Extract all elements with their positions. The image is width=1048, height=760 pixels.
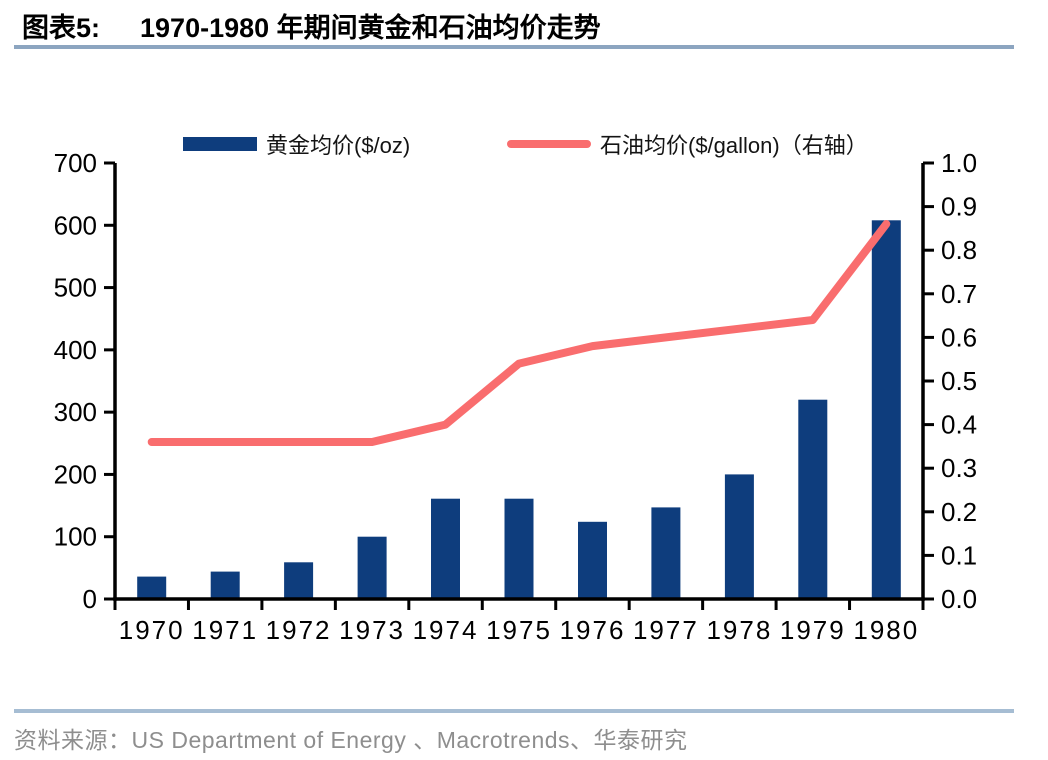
oil-price-line bbox=[147, 220, 891, 446]
left-axis-tick-label: 0 bbox=[83, 584, 97, 614]
right-axis-tick-label: 0.8 bbox=[941, 235, 977, 265]
gold-bar-1974 bbox=[431, 498, 460, 600]
x-axis-label-1972: 1972 bbox=[266, 615, 332, 645]
right-axis-tick-label: 0.4 bbox=[941, 410, 977, 440]
gold-series-swatch bbox=[183, 136, 257, 151]
x-axis-label-1971: 1971 bbox=[192, 615, 258, 645]
left-axis-tick-label: 400 bbox=[54, 335, 97, 365]
x-axis-label-1979: 1979 bbox=[780, 615, 846, 645]
gold-bar-1976 bbox=[578, 521, 607, 600]
x-axis-label-1978: 1978 bbox=[706, 615, 772, 645]
x-axis-label-1980: 1980 bbox=[853, 615, 919, 645]
gold-bar-1972 bbox=[284, 562, 314, 600]
gold-bar-1973 bbox=[357, 536, 387, 600]
gold-bar-1971 bbox=[210, 571, 240, 600]
left-axis-tick-label: 200 bbox=[54, 459, 97, 489]
x-axis-label-1976: 1976 bbox=[560, 615, 626, 645]
gold-bar-1970 bbox=[137, 576, 167, 600]
chart-header: 图表5: 1970-1980 年期间黄金和石油均价走势 bbox=[22, 6, 601, 45]
legend-item-gold: 黄金均价($/oz) bbox=[183, 130, 411, 158]
legend-item-oil: 石油均价($/gallon)（右轴） bbox=[507, 130, 868, 158]
right-axis-tick-label: 0.3 bbox=[941, 453, 977, 483]
right-axis-tick-label: 0.6 bbox=[941, 322, 977, 352]
gold-bar-1980 bbox=[871, 220, 901, 601]
footer-divider bbox=[14, 709, 1014, 713]
x-axis-label-1973: 1973 bbox=[339, 615, 405, 645]
right-axis-tick-label: 0.2 bbox=[941, 497, 977, 527]
gold-oil-combo-chart: 0 100 200 300 400 500 600 700 0.0 0.1 0.2 0.3 0.4 0.5… bbox=[54, 148, 978, 645]
source-note: 资料来源：US Department of Energy 、Macrotrend… bbox=[14, 727, 688, 753]
right-axis-tick-label: 0.1 bbox=[941, 540, 977, 570]
right-axis-tick-label: 1.0 bbox=[941, 148, 977, 178]
right-axis-tick-label: 0.0 bbox=[941, 584, 977, 614]
x-axis-label-1977: 1977 bbox=[633, 615, 699, 645]
gold-bar-1977 bbox=[651, 507, 681, 600]
gold-bar-1979 bbox=[798, 399, 828, 600]
left-axis-tick-label: 500 bbox=[54, 273, 97, 303]
oil-series-swatch bbox=[507, 139, 591, 148]
gold-bar-1975 bbox=[504, 498, 534, 600]
page-title: 1970-1980 年期间黄金和石油均价走势 bbox=[140, 13, 601, 43]
right-axis-tick-label: 0.9 bbox=[941, 192, 977, 222]
left-axis-tick-label: 700 bbox=[54, 148, 97, 178]
x-axis-label-1970: 1970 bbox=[119, 615, 185, 645]
right-axis-tick-label: 0.7 bbox=[941, 279, 977, 309]
gold-bar-1978 bbox=[724, 474, 754, 600]
right-axis-tick-label: 0.5 bbox=[941, 366, 977, 396]
figure-label: 图表5: bbox=[22, 13, 101, 43]
x-axis-label-1975: 1975 bbox=[486, 615, 552, 645]
x-axis-label-1974: 1974 bbox=[413, 615, 479, 645]
left-axis-tick-label: 600 bbox=[54, 210, 97, 240]
title-divider bbox=[14, 45, 1014, 49]
oil-series-label: 石油均价($/gallon)（右轴） bbox=[600, 132, 868, 158]
left-axis-tick-label: 300 bbox=[54, 397, 97, 427]
gold-series-label: 黄金均价($/oz) bbox=[266, 132, 411, 158]
left-axis-tick-label: 100 bbox=[54, 522, 97, 552]
